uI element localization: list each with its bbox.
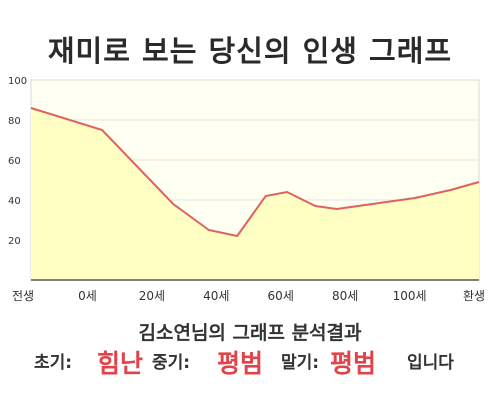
x-tick-label: 20세 [139,289,165,303]
analysis-subtitle: 김소연님의 그래프 분석결과 [138,322,362,344]
early-label: 초기: [34,353,73,373]
x-tick-label: 40세 [203,289,229,303]
y-tick-label: 40 [8,196,21,207]
life-graph-chart: 20 40 60 80 100 전생 0세 20세 40세 60세 80세 100세 환생 [8,76,485,303]
x-tick-label: 60세 [268,289,294,303]
x-tick-label: 80세 [332,289,358,303]
mid-value: 평범 [217,349,264,378]
late-label: 말기: [281,353,320,373]
page-title: 재미로 보는 당신의 인생 그래프 [47,34,453,68]
late-value: 평범 [330,349,377,378]
y-tick-label: 80 [8,116,21,127]
result-suffix: 입니다 [407,353,454,373]
mid-label: 중기: [152,353,191,373]
life-area-fill [31,108,479,280]
x-tick-label: 0세 [78,289,97,303]
early-value: 힘난 [97,349,144,378]
y-tick-label: 100 [8,76,27,87]
x-tick-labels: 전생 0세 20세 40세 60세 80세 100세 환생 [12,289,485,303]
y-tick-label: 60 [8,156,21,167]
y-tick-label: 20 [8,236,21,247]
x-tick-label: 전생 [12,289,34,303]
x-tick-label: 100세 [393,289,427,303]
y-tick-labels: 20 40 60 80 100 [8,76,27,247]
x-tick-label: 환생 [463,289,485,303]
life-line [30,107,480,238]
